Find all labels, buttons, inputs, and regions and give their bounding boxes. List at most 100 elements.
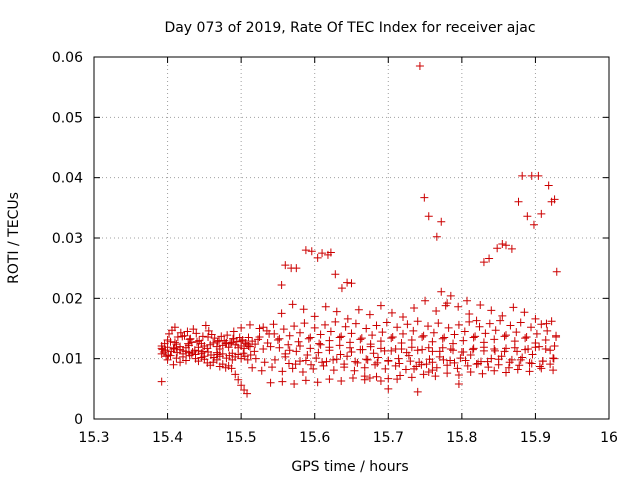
- grid-lines: [94, 57, 609, 419]
- data-point-plus: [549, 354, 558, 363]
- data-point-plus: [456, 354, 465, 363]
- data-point-plus: [335, 341, 344, 350]
- data-point-plus: [240, 344, 249, 353]
- data-point-plus: [322, 357, 331, 366]
- data-point-plus: [537, 209, 546, 218]
- data-point-plus: [432, 307, 441, 316]
- data-point-plus: [471, 332, 480, 341]
- data-point-plus: [192, 329, 201, 338]
- data-point-plus: [463, 361, 472, 370]
- data-point-plus: [393, 375, 402, 384]
- data-point-plus: [314, 348, 323, 357]
- y-tick-label: 0.04: [52, 171, 83, 187]
- data-point-plus: [454, 302, 463, 311]
- data-point-plus: [285, 331, 294, 340]
- data-point-plus: [358, 345, 367, 354]
- data-point-plus: [347, 348, 356, 357]
- data-point-plus: [245, 342, 254, 351]
- data-point-plus: [437, 287, 446, 296]
- data-point-plus: [507, 244, 516, 253]
- data-point-plus: [510, 337, 519, 346]
- data-point-plus: [239, 349, 248, 358]
- data-point-plus: [184, 339, 193, 348]
- data-point-plus: [466, 367, 475, 376]
- y-tick-labels: 0 0.01 0.02 0.03 0.04 0.05 0.06: [52, 50, 83, 428]
- data-point-plus: [290, 322, 299, 331]
- data-point-plus: [326, 248, 335, 257]
- data-point-plus: [368, 331, 377, 340]
- data-point-plus: [546, 360, 555, 369]
- data-point-plus: [321, 320, 330, 329]
- data-point-plus: [502, 331, 510, 340]
- data-point-plus: [337, 332, 346, 341]
- data-point-plus: [547, 317, 556, 326]
- data-point-plus: [158, 345, 167, 354]
- data-point-plus: [491, 326, 500, 335]
- data-point-plus: [351, 357, 360, 366]
- data-point-plus: [424, 322, 433, 331]
- data-point-plus: [449, 339, 458, 348]
- data-point-plus: [372, 372, 381, 381]
- data-point-plus: [513, 365, 522, 374]
- data-point-plus: [268, 363, 277, 372]
- data-point-plus: [550, 195, 559, 204]
- data-point-plus: [387, 334, 396, 343]
- data-point-plus: [343, 314, 352, 323]
- x-axis-label: GPS time / hours: [291, 459, 408, 475]
- data-point-plus: [407, 335, 416, 344]
- data-point-plus: [260, 358, 269, 367]
- data-point-plus: [332, 355, 341, 364]
- data-point-plus: [181, 347, 190, 356]
- data-point-plus: [319, 361, 328, 370]
- data-point-plus: [257, 366, 266, 375]
- data-point-plus: [316, 330, 325, 339]
- data-point-plus: [397, 338, 406, 347]
- data-point-plus: [198, 347, 207, 356]
- data-point-plus: [406, 357, 415, 366]
- data-point-plus: [532, 329, 541, 338]
- data-point-plus: [217, 332, 226, 341]
- data-point-plus: [363, 355, 372, 364]
- data-point-plus: [384, 374, 393, 383]
- data-point-plus: [531, 338, 540, 347]
- data-point-plus: [224, 343, 233, 352]
- data-point-plus: [157, 377, 166, 386]
- data-point-plus: [169, 360, 178, 369]
- data-point-plus: [440, 333, 449, 342]
- data-point-plus: [552, 332, 561, 341]
- data-point-plus: [360, 363, 369, 372]
- data-point-plus: [424, 212, 433, 221]
- data-point-plus: [340, 360, 349, 369]
- data-point-plus: [444, 323, 453, 332]
- data-point-plus: [409, 326, 418, 335]
- data-point-plus: [410, 364, 419, 373]
- data-point-plus: [441, 301, 450, 310]
- data-point-plus: [417, 360, 426, 369]
- data-point-plus: [504, 363, 513, 372]
- data-point-plus: [460, 327, 469, 336]
- data-point-plus: [304, 334, 313, 343]
- data-point-plus: [516, 355, 525, 364]
- data-point-plus: [337, 376, 346, 385]
- data-point-plus: [341, 322, 350, 331]
- data-point-plus: [245, 320, 254, 329]
- data-point-plus: [546, 346, 555, 355]
- data-point-plus: [478, 369, 487, 378]
- data-point-plus: [475, 322, 484, 331]
- data-point-plus: [450, 330, 459, 339]
- data-point-plus: [469, 333, 478, 342]
- data-point-plus: [284, 340, 293, 349]
- data-point-plus: [281, 261, 290, 270]
- data-point-plus: [360, 372, 369, 381]
- data-point-plus: [316, 340, 325, 349]
- data-point-plus: [518, 171, 527, 180]
- data-point-plus: [277, 281, 286, 290]
- data-point-plus: [294, 337, 303, 346]
- data-point-plus: [312, 354, 321, 363]
- data-point-plus: [521, 334, 530, 343]
- data-point-plus: [157, 349, 166, 358]
- data-point-plus: [246, 351, 255, 360]
- data-point-plus: [487, 306, 496, 315]
- data-point-plus: [538, 357, 547, 366]
- data-point-plus: [431, 372, 440, 381]
